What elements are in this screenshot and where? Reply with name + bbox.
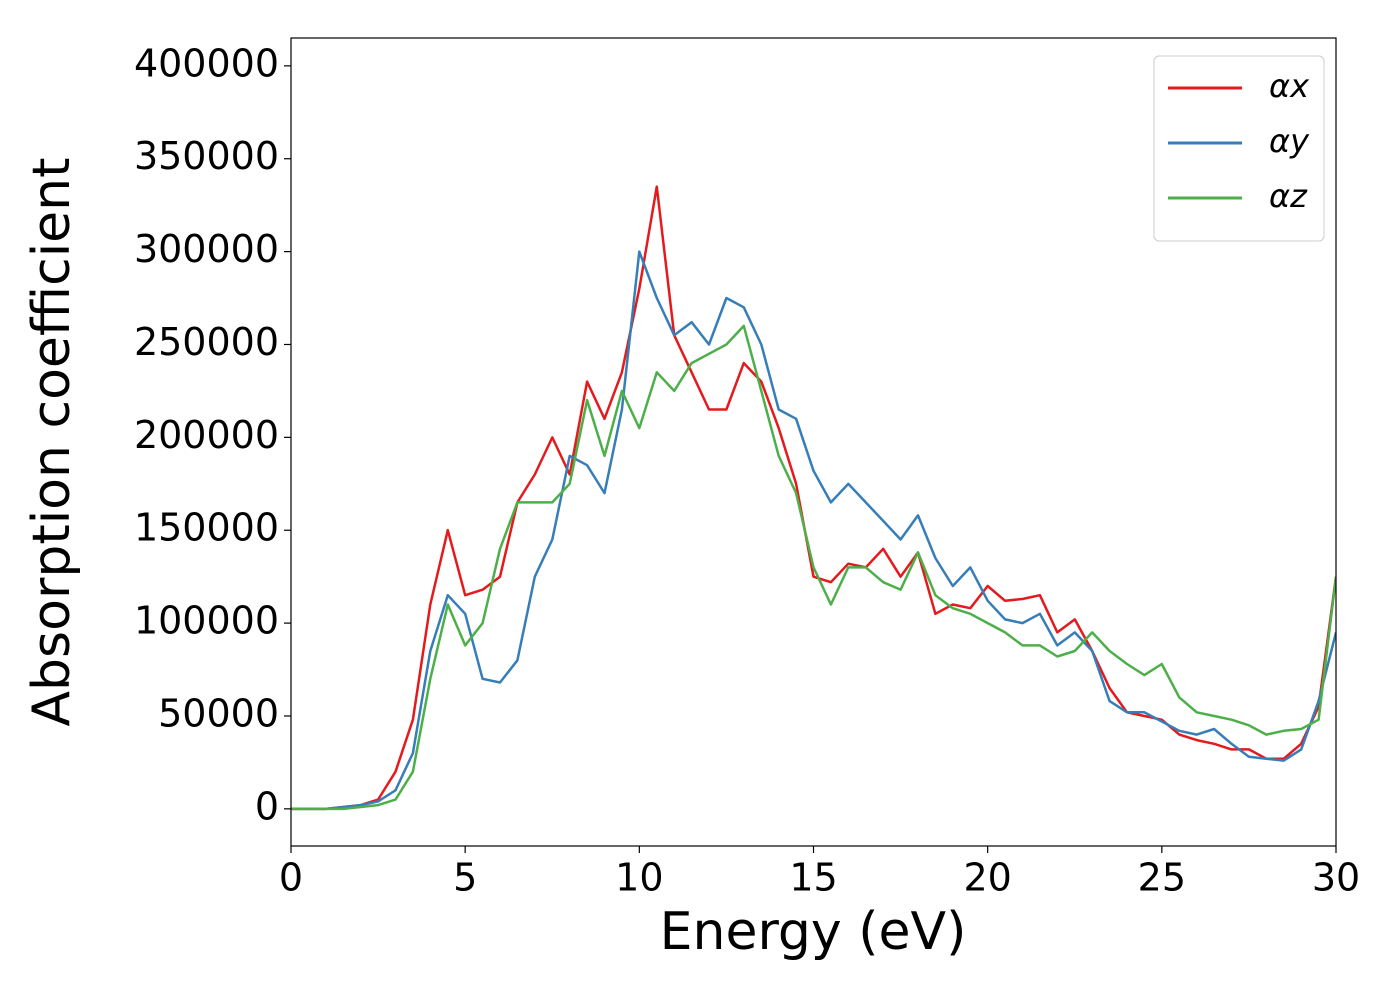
legend-box (1153, 55, 1325, 242)
y-tick-label: 200000 (134, 413, 279, 457)
legend-label: αx (1269, 67, 1310, 105)
series-line (291, 250, 1336, 811)
y-tick-label: 300000 (134, 227, 279, 271)
y-tick-label: 50000 (158, 691, 279, 735)
x-tick-label: 10 (615, 856, 663, 900)
legend-label: αz (1269, 177, 1308, 215)
x-axis-label: Energy (eV) (660, 902, 967, 962)
x-tick-label: 0 (279, 856, 303, 900)
y-tick-label: 150000 (134, 506, 279, 550)
x-tick-label: 20 (963, 856, 1011, 900)
x-tick-label: 15 (789, 856, 837, 900)
y-axis-label: Absorption coefficient (22, 157, 82, 726)
plot-frame (290, 37, 1337, 847)
series-line (291, 324, 1336, 811)
legend-label: αy (1269, 122, 1310, 160)
y-tick-label: 0 (255, 784, 279, 828)
x-tick-label: 5 (453, 856, 477, 900)
series-line (291, 185, 1336, 811)
y-tick-label: 400000 (134, 41, 279, 85)
y-tick-label: 250000 (134, 320, 279, 364)
x-tick-label: 25 (1138, 856, 1186, 900)
y-tick-label: 350000 (134, 134, 279, 178)
y-tick-label: 100000 (134, 599, 279, 643)
x-tick-label: 30 (1312, 856, 1360, 900)
